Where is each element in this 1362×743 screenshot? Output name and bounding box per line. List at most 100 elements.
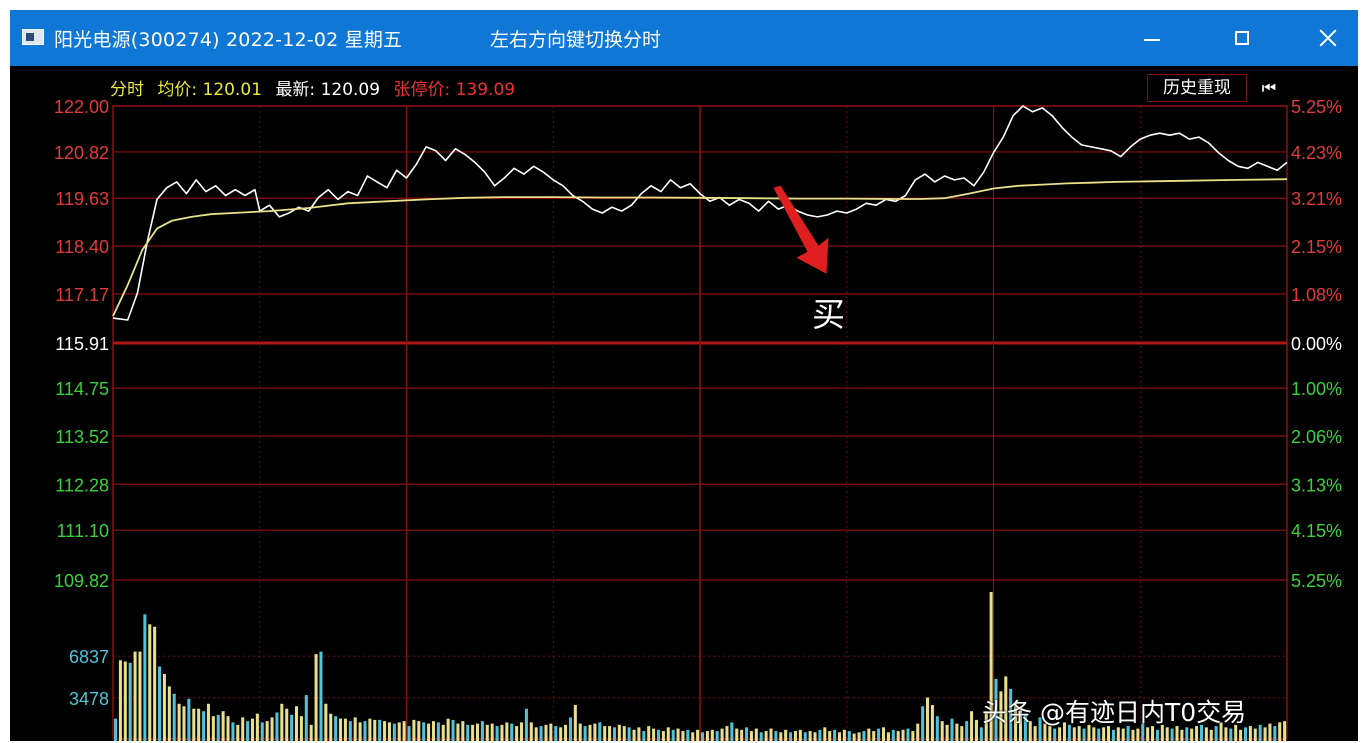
app-window-icon xyxy=(22,29,44,45)
volume-bar xyxy=(647,726,651,741)
volume-bar xyxy=(549,723,553,741)
volume-bar xyxy=(427,723,431,741)
volume-bar xyxy=(221,711,225,741)
volume-bar xyxy=(114,718,118,741)
volume-bar xyxy=(960,726,964,741)
volume-bar xyxy=(872,731,876,741)
price-tick-label: 119.63 xyxy=(55,189,109,209)
volume-bar xyxy=(153,626,157,741)
volume-bar xyxy=(637,727,641,741)
volume-bar xyxy=(1180,729,1184,741)
volume-bar xyxy=(656,729,661,741)
volume-bar xyxy=(901,729,905,741)
volume-bar xyxy=(564,724,568,741)
volume-bar xyxy=(1253,728,1257,741)
volume-bar xyxy=(402,721,406,741)
price-tick-label: 114.75 xyxy=(55,379,109,399)
history-replay-button[interactable]: 历史重现 xyxy=(1147,74,1247,102)
minimize-icon xyxy=(1144,39,1160,41)
percent-tick-label: 4.23% xyxy=(1291,143,1342,163)
volume-bar xyxy=(877,728,881,741)
average-price-line xyxy=(112,178,1288,317)
volume-bar xyxy=(1107,726,1111,741)
volume-bar xyxy=(241,717,245,741)
title-bar[interactable]: 阳光电源(300274) 2022-12-02 星期五 左右方向键切换分时 xyxy=(10,10,1358,66)
volume-bar xyxy=(1121,728,1125,741)
volume-bar xyxy=(1268,723,1272,741)
volume-bar xyxy=(1141,723,1145,741)
volume-bar xyxy=(627,727,631,741)
volume-bar xyxy=(451,719,455,741)
volume-bar xyxy=(397,722,401,741)
volume-bar xyxy=(1273,726,1277,741)
maximize-button[interactable] xyxy=(1210,10,1274,66)
volume-bar xyxy=(1224,727,1228,741)
volume-bar xyxy=(705,731,709,741)
volume-bar xyxy=(793,731,797,741)
latest-price-value: 120.09 xyxy=(320,80,381,100)
volume-bar xyxy=(994,678,998,741)
price-tick-label: 109.82 xyxy=(54,571,109,591)
volume-bar xyxy=(324,703,328,741)
volume-bar xyxy=(456,723,460,741)
volume-bar xyxy=(1072,727,1076,741)
volume-bar xyxy=(461,721,465,741)
percent-tick-label: 2.15% xyxy=(1291,237,1342,257)
volume-bar xyxy=(573,704,577,741)
volume-bar xyxy=(1209,729,1213,741)
volume-bar xyxy=(823,727,827,741)
volume-bar xyxy=(1023,713,1027,741)
volume-bar xyxy=(270,717,274,741)
minimize-button[interactable] xyxy=(1120,10,1184,66)
volume-bar xyxy=(1043,723,1047,741)
volume-bar xyxy=(720,728,724,741)
volume-bar xyxy=(1229,728,1233,741)
volume-bar xyxy=(216,714,220,741)
volume-bar xyxy=(1248,726,1252,741)
volume-bar xyxy=(921,706,925,741)
volume-bar xyxy=(686,729,690,741)
volume-bar xyxy=(231,722,235,741)
volume-bar xyxy=(309,724,313,741)
volume-bar xyxy=(1170,728,1174,741)
volume-bar xyxy=(886,732,890,741)
volume-bar xyxy=(1199,724,1203,741)
volume-bar xyxy=(974,719,978,741)
volume-bar xyxy=(172,693,176,741)
volume-bar xyxy=(578,723,582,741)
volume-bar xyxy=(1131,729,1135,741)
volume-bar xyxy=(314,654,318,741)
volume-bar xyxy=(1155,729,1159,741)
watermark: 头条 @有迹日内T0交易 xyxy=(982,698,1247,727)
volume-bar xyxy=(1082,728,1086,741)
volume-bar xyxy=(412,719,416,741)
maximize-icon xyxy=(1235,31,1249,45)
volume-bar xyxy=(260,722,264,741)
volume-bar xyxy=(206,703,210,741)
volume-bar xyxy=(666,727,670,741)
volume-bar xyxy=(148,624,152,741)
percent-tick-label: 4.15% xyxy=(1291,521,1342,541)
volume-bar xyxy=(1126,726,1130,741)
volume-bar xyxy=(1185,727,1189,741)
volume-bar xyxy=(1160,724,1164,741)
volume-bar xyxy=(906,728,910,741)
volume-bar xyxy=(1278,722,1282,741)
volume-bar xyxy=(911,731,915,741)
volume-bar xyxy=(294,706,299,741)
volume-bar xyxy=(358,722,362,741)
volume-bar xyxy=(441,724,445,741)
volume-bar xyxy=(534,727,538,741)
volume-bar xyxy=(955,723,959,741)
volume-bar xyxy=(290,714,294,741)
volume-bar xyxy=(1258,724,1262,741)
buy-arrow xyxy=(773,185,829,274)
volume-bar xyxy=(1190,728,1194,741)
volume-bar xyxy=(935,716,939,741)
volume-bar xyxy=(779,732,783,741)
volume-bar xyxy=(339,718,343,741)
back-to-start-button[interactable]: ⏮ xyxy=(1254,74,1284,102)
volume-bar xyxy=(133,651,137,741)
timeshare-window: 阳光电源(300274) 2022-12-02 星期五 左右方向键切换分时 12… xyxy=(10,10,1358,741)
timeshare-label: 分时 xyxy=(110,80,144,100)
